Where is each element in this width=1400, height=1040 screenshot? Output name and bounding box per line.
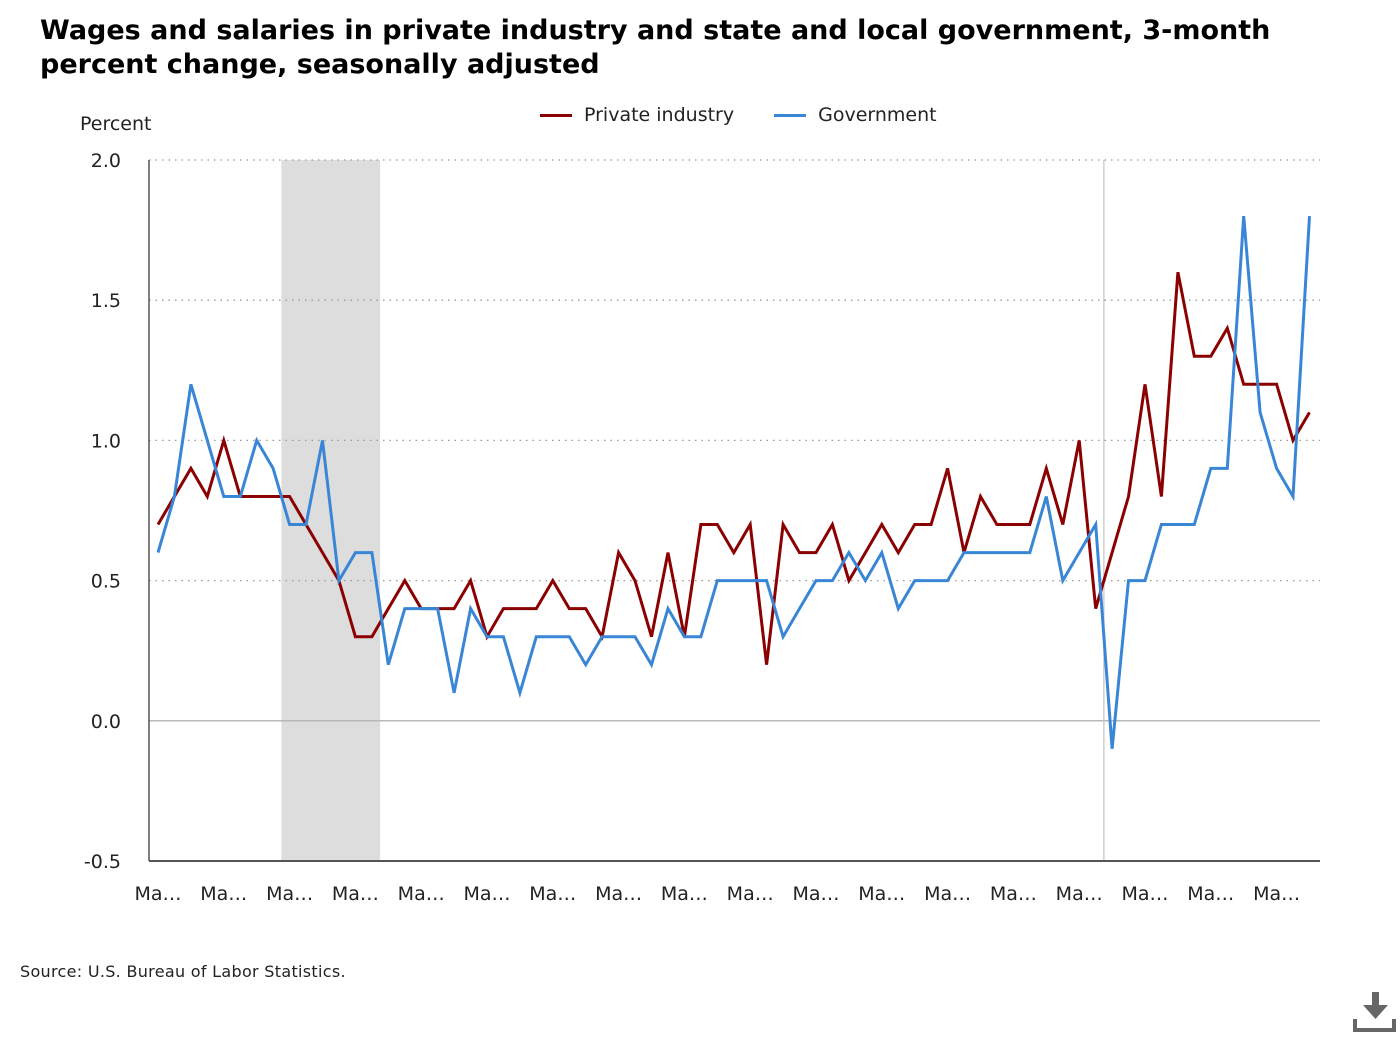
y-axis-title: Percent xyxy=(80,113,152,135)
download-button[interactable] xyxy=(1352,990,1396,1034)
chart-legend: Private industry Government xyxy=(540,102,937,128)
x-tick-label: Ma… xyxy=(463,883,510,905)
x-tick-label: Ma… xyxy=(332,883,379,905)
x-tick-label: Ma… xyxy=(266,883,313,905)
x-tick-label: Ma… xyxy=(661,883,708,905)
line-chart: 2.0 1.5 1.0 0.5 0.0 -0.5 Ma… Ma… Ma… Ma… Ma… Ma… Ma… xyxy=(80,113,1320,905)
legend-swatch-private xyxy=(540,113,572,117)
series-line-private-industry xyxy=(156,271,1311,665)
x-tick-label: Ma… xyxy=(529,883,576,905)
x-tick-label: Ma… xyxy=(990,883,1037,905)
y-tick-label: 2.0 xyxy=(91,150,121,172)
x-tick-label: Ma… xyxy=(398,883,445,905)
legend-swatch-government xyxy=(774,113,807,117)
legend-label-private: Private industry xyxy=(584,104,735,126)
chart-title: Wages and salaries in private industry a… xyxy=(40,15,1271,80)
download-icon xyxy=(1353,992,1396,1032)
x-tick-label: Ma… xyxy=(1121,883,1168,905)
x-tick-label: Ma… xyxy=(924,883,971,905)
y-tick-label: 0.5 xyxy=(91,571,121,593)
x-tick-label: Ma… xyxy=(134,883,181,905)
x-tick-label: Ma… xyxy=(595,883,642,905)
legend-item-government[interactable]: Government xyxy=(774,104,937,126)
legend-item-private[interactable]: Private industry xyxy=(540,104,734,126)
x-tick-label: Ma… xyxy=(858,883,905,905)
x-tick-label: Ma… xyxy=(1253,883,1300,905)
legend-label-government: Government xyxy=(818,104,937,126)
x-tick-label: Ma… xyxy=(1187,883,1234,905)
y-tick-label: 1.5 xyxy=(91,290,121,312)
y-tick-label: 1.0 xyxy=(91,430,121,452)
x-tick-label: Ma… xyxy=(792,883,839,905)
x-tick-label: Ma… xyxy=(1056,883,1103,905)
series-line-government xyxy=(156,215,1311,749)
x-tick-label: Ma… xyxy=(200,883,247,905)
x-tick-label: Ma… xyxy=(727,883,774,905)
y-tick-label: -0.5 xyxy=(84,851,121,873)
source-note: Source: U.S. Bureau of Labor Statistics. xyxy=(20,962,346,981)
y-tick-label: 0.0 xyxy=(91,711,121,733)
